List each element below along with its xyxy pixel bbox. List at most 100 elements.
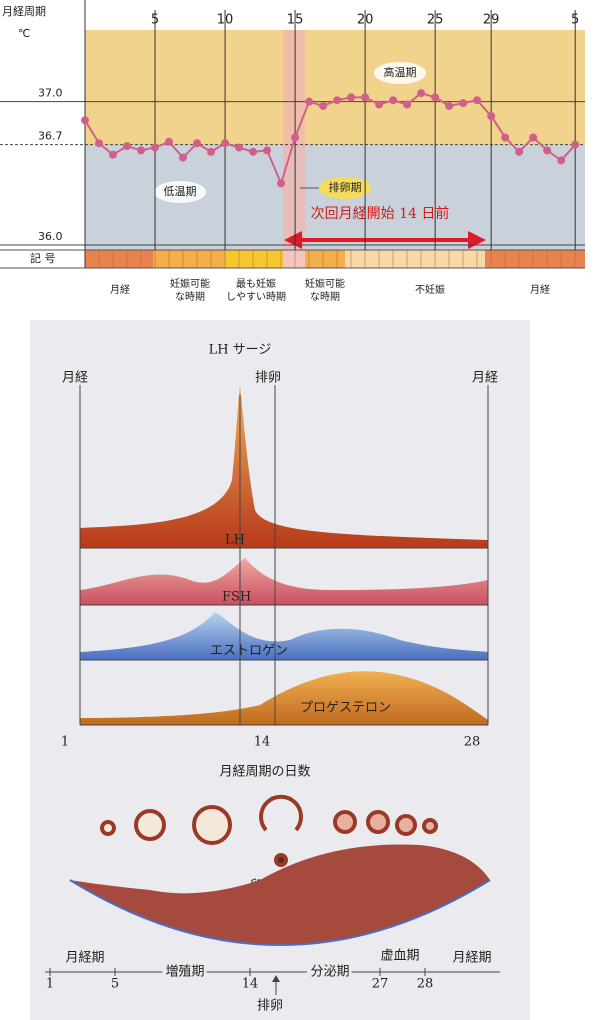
follicles [100, 794, 438, 867]
temperature-dot [557, 156, 566, 165]
badge [319, 177, 371, 199]
label: 1 [61, 735, 69, 750]
phase-label: しやすい時期 [226, 291, 286, 303]
phase-label: な時期 [310, 291, 340, 303]
temperature-dot [165, 137, 174, 146]
frame [79, 385, 489, 726]
temperature-dot [431, 93, 440, 102]
fsh-curve [80, 558, 488, 605]
record-label: 記 号 [30, 251, 56, 265]
temperature-dot [333, 96, 342, 105]
phase-label: 最も妊娠 [236, 277, 276, 290]
label: 排卵 [255, 371, 281, 386]
annotation: 次回月経開始 14 日前 [311, 205, 450, 222]
badge [154, 181, 206, 203]
temperature-dot [571, 140, 580, 149]
annotation: 排卵期 [329, 180, 362, 194]
cell [485, 250, 585, 268]
temperature-dot [529, 133, 538, 142]
label: LH サージ [209, 343, 272, 358]
annotation: 低温期 [164, 185, 197, 198]
label: 排卵 [257, 999, 283, 1014]
label: 28 [417, 977, 434, 992]
temperature-dot [81, 116, 89, 125]
hormone-figure: LH サージ 月経 排卵 月経 LH FSH エストロゲン プロゲステロン 1 … [30, 320, 530, 1020]
label: 月経周期の日数 [219, 765, 310, 780]
temperature-dot [277, 179, 286, 188]
annotation: 高温期 [384, 65, 417, 79]
temperature-dot [403, 100, 412, 109]
phase-label: 妊娠可能 [305, 277, 345, 290]
temperature-dot [291, 133, 300, 142]
temperature-dot [417, 89, 426, 98]
temperature-dot [543, 146, 552, 155]
temperature-dot [487, 112, 496, 120]
temperature-dot [389, 96, 398, 105]
label: 14 [242, 977, 259, 992]
cell [226, 250, 283, 268]
label: 5 [111, 977, 119, 992]
temperature-dot [319, 101, 328, 110]
badge [374, 62, 426, 84]
arrow [272, 975, 280, 982]
temperature-dot [221, 139, 230, 148]
phase-label: 月経 [530, 283, 550, 296]
temperature-dot [235, 143, 244, 152]
label: 14 [254, 735, 271, 750]
endometrium-edge [69, 879, 491, 946]
label: エストロゲン [210, 644, 288, 659]
label: 月経 [472, 371, 498, 386]
temperature-dot [137, 146, 146, 155]
temperature-chart: 月経周期 ℃ 記 号 高温期 低温期 排卵期 次回月経開始 14 日前 36.0… [0, 0, 585, 303]
label: 月経 [62, 371, 88, 386]
temperature-dot [151, 143, 160, 152]
label: プロゲステロン [300, 701, 391, 716]
temperature-dot [263, 146, 272, 155]
cell [305, 250, 345, 268]
cell [345, 250, 485, 268]
temperature-dot [207, 147, 216, 156]
temperature-dot [361, 93, 370, 102]
label: 増殖期 [165, 964, 204, 980]
temperature-dot [123, 142, 132, 151]
high-bg [85, 30, 585, 145]
label: 月経期 [452, 951, 491, 966]
cell [85, 250, 153, 268]
y-tick-label: 37.0 [38, 87, 63, 100]
label: 分泌期 [310, 965, 349, 980]
ovulation-band [283, 30, 305, 268]
temperature-dot [501, 133, 510, 142]
estrogen-curve [80, 612, 488, 660]
temperature-dot [179, 153, 188, 162]
cell [153, 250, 226, 268]
label: 28 [464, 735, 481, 750]
temperature-dot [109, 150, 118, 159]
temperature-dot [249, 147, 258, 156]
progesterone-curve [80, 671, 488, 725]
corner-label: 月経周期 [2, 5, 46, 18]
y-tick-label: 36.7 [38, 130, 63, 143]
temperature-dot [347, 93, 356, 102]
label: 1 [46, 977, 54, 992]
temperature-dot [305, 97, 314, 106]
lh-curve [80, 385, 488, 548]
temperature-dot [459, 99, 468, 108]
y-tick-label: 36.0 [38, 230, 63, 243]
phase-label: 不妊娠 [415, 283, 445, 296]
phase-label: な時期 [175, 291, 205, 303]
label: 27 [372, 977, 389, 992]
label: FSH [222, 590, 251, 605]
label: LH [225, 533, 245, 548]
label: 虚血期 [380, 949, 419, 964]
temperature-dot [193, 139, 202, 148]
phase-label: 妊娠可能 [170, 277, 210, 290]
temperature-dot [445, 101, 454, 110]
phase-label: 月経 [110, 283, 130, 296]
unit: ℃ [18, 27, 30, 40]
temperature-dot [95, 139, 104, 148]
temperature-dot [473, 96, 482, 105]
timeline [45, 968, 500, 995]
temperature-dot [375, 100, 384, 109]
temperature-dot [515, 147, 524, 156]
